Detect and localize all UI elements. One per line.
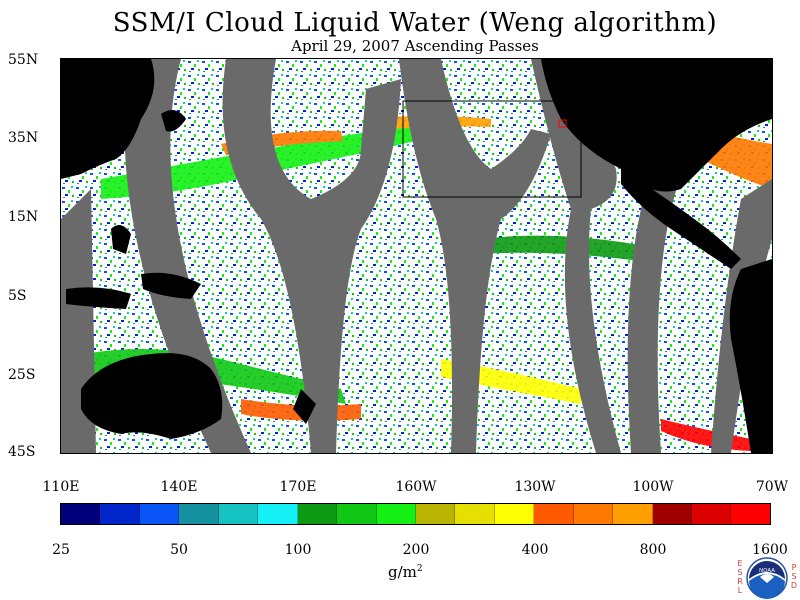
logo-letter-r: R	[737, 577, 743, 586]
colorbar-segment-11	[494, 504, 535, 524]
colorbar-segment-2	[139, 504, 180, 524]
logo-left-letters: E S R L	[736, 559, 744, 595]
colorbar-segment-16	[692, 504, 732, 524]
colorbar-segment-8	[376, 504, 416, 524]
colorbar-segment-17	[731, 504, 770, 524]
units-label: g/m2	[388, 563, 423, 581]
colorbar-label-400: 400	[521, 542, 549, 558]
lon-label-110e: 110E	[42, 479, 80, 495]
lat-label-55n: 55N	[8, 52, 39, 68]
colorbar-label-1600: 1600	[752, 542, 788, 558]
lat-label-45s: 45S	[8, 444, 36, 460]
chart-title: SSM/I Cloud Liquid Water (Weng algorithm…	[112, 8, 718, 38]
noaa-emblem-icon: NOAA	[746, 557, 788, 599]
lon-label-130w: 130W	[514, 479, 556, 495]
logo-right-letters: P S D	[790, 563, 798, 590]
colorbar-segment-7	[337, 504, 377, 524]
colorbar-segment-0	[61, 504, 101, 524]
lon-label-140e: 140E	[160, 479, 198, 495]
colorbar-segment-5	[258, 504, 298, 524]
colorbar-segment-3	[179, 504, 219, 524]
chart-subtitle: April 29, 2007 Ascending Passes	[291, 37, 539, 55]
lat-label-25s: 25S	[8, 367, 36, 383]
logo-letter-e: E	[737, 559, 743, 568]
colorbar-segment-4	[218, 504, 259, 524]
units-text: g/m	[388, 563, 417, 581]
lat-label-35n: 35N	[8, 130, 39, 146]
colorbar	[60, 503, 771, 525]
logo-letter-l: L	[737, 586, 743, 595]
colorbar-segment-14	[613, 504, 653, 524]
lat-label-15n: 15N	[8, 209, 39, 225]
colorbar-label-800: 800	[639, 542, 667, 558]
colorbar-segment-13	[573, 504, 614, 524]
logo-center-text: NOAA	[759, 568, 775, 574]
colorbar-segment-12	[534, 504, 574, 524]
no-data-swaths	[61, 59, 772, 453]
colorbar-segment-15	[652, 504, 692, 524]
lon-label-70w: 70W	[755, 479, 789, 495]
colorbar-label-50: 50	[170, 542, 188, 558]
lat-label-5s: 5S	[8, 288, 27, 304]
logo-letter-s: S	[737, 568, 743, 577]
colorbar-label-200: 200	[402, 542, 430, 558]
lon-label-170e: 170E	[279, 479, 317, 495]
noaa-logo: E S R L NOAA P S D	[736, 557, 798, 599]
colorbar-segment-10	[455, 504, 495, 524]
colorbar-segment-9	[415, 504, 456, 524]
colorbar-segment-1	[100, 504, 140, 524]
map-panel	[60, 58, 773, 454]
logo-letter-d: D	[790, 581, 798, 590]
colorbar-segment-6	[297, 504, 338, 524]
lon-label-160w: 160W	[395, 479, 437, 495]
station-marker	[558, 119, 567, 128]
lon-label-100w: 100W	[632, 479, 674, 495]
colorbar-label-25: 25	[52, 542, 70, 558]
colorbar-label-100: 100	[284, 542, 312, 558]
units-exponent: 2	[416, 564, 423, 574]
logo-letter-s2: S	[791, 572, 797, 581]
cloud-water-map	[61, 59, 772, 453]
logo-letter-p: P	[791, 563, 797, 572]
region-box	[402, 100, 582, 198]
land-masses	[61, 59, 772, 453]
